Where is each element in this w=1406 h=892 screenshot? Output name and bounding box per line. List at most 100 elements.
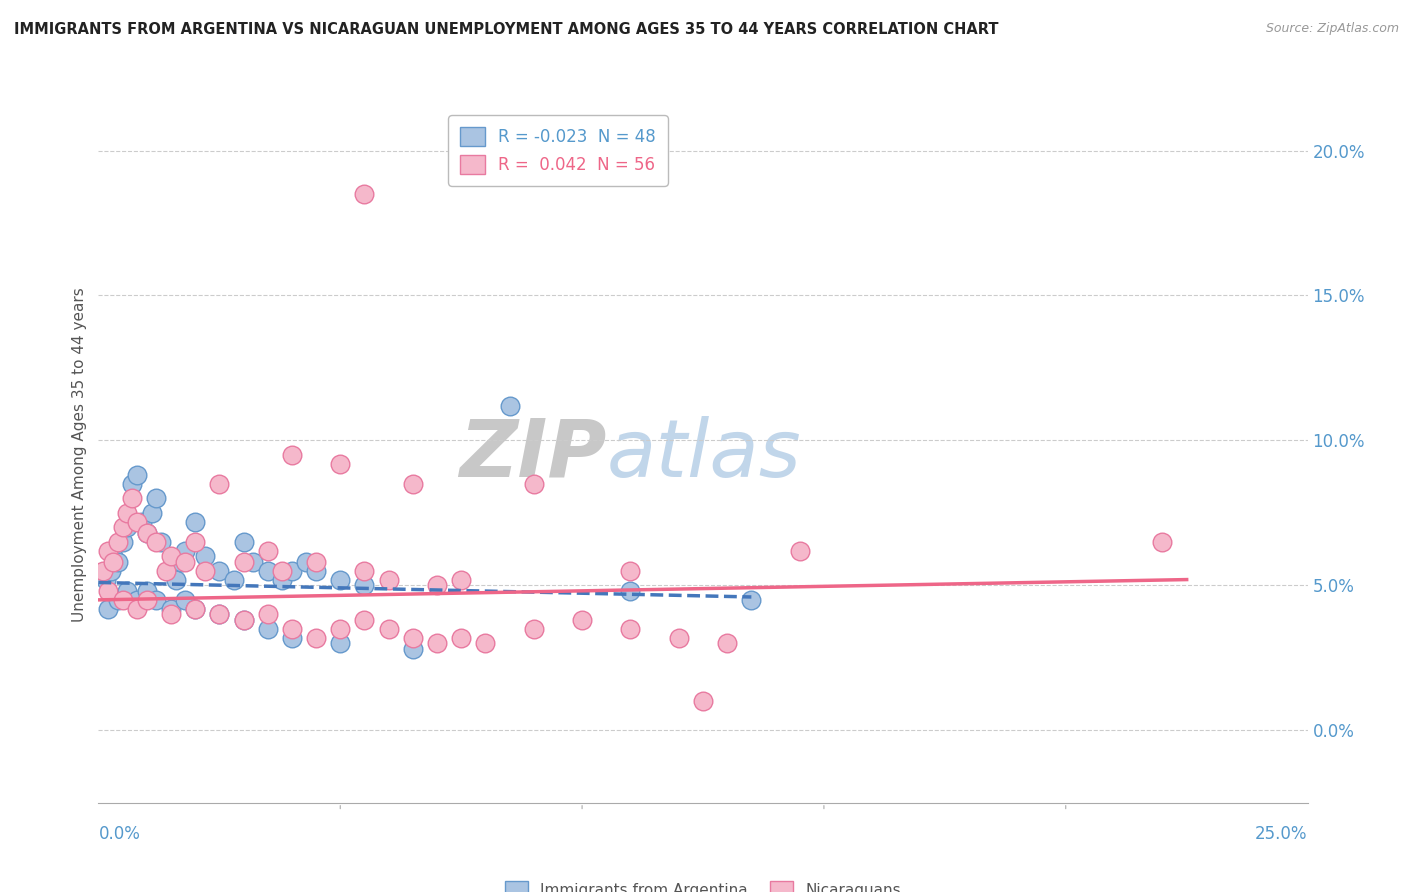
Point: [281, 622, 304, 636]
Point: [145, 534, 167, 549]
Point: [208, 607, 231, 622]
Text: ZIP: ZIP: [458, 416, 606, 494]
Point: [117, 520, 139, 534]
Point: [145, 491, 167, 506]
Point: [127, 592, 149, 607]
Point: [107, 592, 129, 607]
Point: [111, 534, 134, 549]
Point: [281, 631, 304, 645]
Point: [1152, 534, 1174, 549]
Text: atlas: atlas: [606, 416, 801, 494]
Point: [97, 543, 120, 558]
Point: [402, 476, 425, 491]
Point: [232, 534, 254, 549]
Point: [135, 584, 157, 599]
Point: [474, 636, 496, 650]
Point: [97, 601, 120, 615]
Point: [305, 631, 328, 645]
Point: [135, 592, 157, 607]
Point: [271, 564, 294, 578]
Point: [740, 592, 762, 607]
Point: [94, 573, 117, 587]
Point: [353, 564, 375, 578]
Point: [184, 601, 207, 615]
Point: [426, 636, 449, 650]
Point: [222, 573, 245, 587]
Point: [127, 515, 149, 529]
Point: [619, 622, 641, 636]
Point: [377, 622, 399, 636]
Point: [256, 564, 278, 578]
Point: [111, 520, 134, 534]
Y-axis label: Unemployment Among Ages 35 to 44 years: Unemployment Among Ages 35 to 44 years: [72, 287, 87, 623]
Point: [329, 457, 352, 471]
Point: [668, 631, 690, 645]
Point: [184, 601, 207, 615]
Point: [208, 476, 231, 491]
Point: [450, 573, 472, 587]
Point: [305, 564, 328, 578]
Point: [716, 636, 738, 650]
Point: [208, 607, 231, 622]
Point: [184, 515, 207, 529]
Point: [107, 534, 129, 549]
Point: [208, 564, 231, 578]
Point: [160, 607, 183, 622]
Point: [127, 468, 149, 483]
Point: [281, 564, 304, 578]
Point: [127, 601, 149, 615]
Point: [353, 187, 375, 202]
Point: [155, 564, 177, 578]
Point: [232, 613, 254, 627]
Point: [256, 622, 278, 636]
Point: [329, 622, 352, 636]
Point: [619, 564, 641, 578]
Point: [256, 607, 278, 622]
Point: [498, 399, 520, 413]
Point: [174, 592, 197, 607]
Point: [131, 515, 153, 529]
Point: [194, 549, 217, 564]
Point: [135, 526, 157, 541]
Point: [242, 555, 264, 569]
Point: [692, 694, 714, 708]
Point: [353, 578, 375, 592]
Point: [141, 506, 163, 520]
Point: [271, 573, 294, 587]
Point: [329, 573, 352, 587]
Text: IMMIGRANTS FROM ARGENTINA VS NICARAGUAN UNEMPLOYMENT AMONG AGES 35 TO 44 YEARS C: IMMIGRANTS FROM ARGENTINA VS NICARAGUAN …: [14, 22, 998, 37]
Point: [232, 613, 254, 627]
Point: [111, 592, 134, 607]
Point: [789, 543, 811, 558]
Point: [402, 631, 425, 645]
Point: [571, 613, 593, 627]
Point: [160, 601, 183, 615]
Point: [117, 584, 139, 599]
Point: [100, 564, 122, 578]
Point: [145, 592, 167, 607]
Legend: Immigrants from Argentina, Nicaraguans: Immigrants from Argentina, Nicaraguans: [498, 873, 908, 892]
Point: [91, 564, 114, 578]
Point: [135, 526, 157, 541]
Point: [619, 584, 641, 599]
Point: [174, 555, 197, 569]
Point: [329, 636, 352, 650]
Point: [450, 631, 472, 645]
Point: [150, 534, 173, 549]
Point: [353, 613, 375, 627]
Point: [97, 584, 120, 599]
Point: [107, 555, 129, 569]
Point: [232, 555, 254, 569]
Point: [305, 555, 328, 569]
Point: [174, 543, 197, 558]
Point: [160, 564, 183, 578]
Point: [523, 476, 546, 491]
Point: [377, 573, 399, 587]
Point: [256, 543, 278, 558]
Point: [160, 549, 183, 564]
Point: [101, 555, 124, 569]
Point: [101, 549, 124, 564]
Text: Source: ZipAtlas.com: Source: ZipAtlas.com: [1265, 22, 1399, 36]
Point: [169, 555, 191, 569]
Point: [194, 564, 217, 578]
